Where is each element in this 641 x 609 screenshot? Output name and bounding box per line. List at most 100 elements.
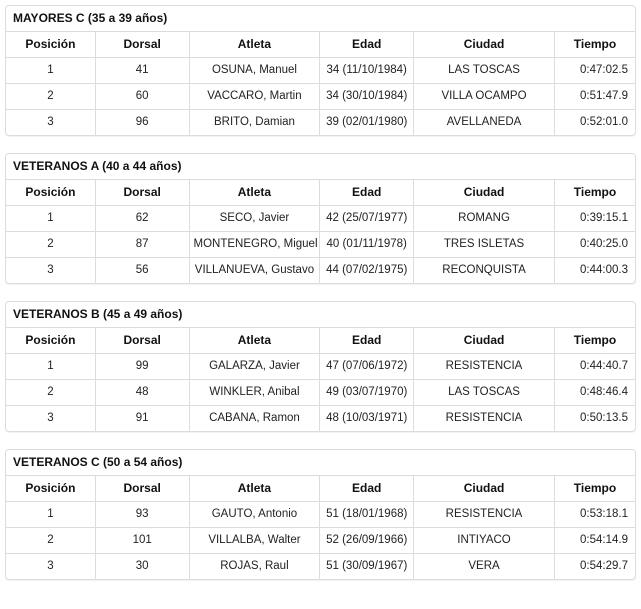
column-header-posicion: Posición xyxy=(6,328,96,354)
table-row: 2 87 MONTENEGRO, Miguel 40 (01/11/1978) … xyxy=(6,231,635,258)
cell-posicion: 1 xyxy=(47,64,54,76)
cell-edad: 51 (30/09/1967) xyxy=(319,553,414,579)
category-panel-mayores-c: MAYORES C (35 a 39 años) Posición Dorsal… xyxy=(5,5,636,136)
table-row: 2 48 WINKLER, Anibal 49 (03/07/1970) LAS… xyxy=(6,379,635,406)
cell-ciudad: RESISTENCIA xyxy=(413,405,555,431)
column-header-edad: Edad xyxy=(319,328,414,354)
cell-atleta: MONTENEGRO, Miguel xyxy=(188,231,320,258)
cell-tiempo: 0:54:29.7 xyxy=(553,553,635,579)
cell-ciudad: LAS TOSCAS xyxy=(413,379,555,406)
cell-tiempo: 0:40:25.0 xyxy=(553,231,635,258)
panel-title: VETERANOS A (40 a 44 años) xyxy=(6,154,635,180)
panel-title: MAYORES C (35 a 39 años) xyxy=(6,6,635,32)
cell-dorsal: 101 xyxy=(94,527,190,554)
cell-posicion: 2 xyxy=(6,379,96,406)
cell-edad: 51 (18/01/1968) xyxy=(319,501,414,528)
cell-tiempo: 0:51:47.9 xyxy=(553,83,635,110)
cell-edad: 52 (26/09/1966) xyxy=(319,527,414,554)
cell-dorsal: 56 xyxy=(94,257,190,283)
panel-title: VETERANOS C (50 a 54 años) xyxy=(6,450,635,476)
cell-atleta: CABANA, Ramon xyxy=(188,405,320,431)
cell-tiempo: 0:47:02.5 xyxy=(553,57,635,84)
cell-posicion: 1 xyxy=(47,508,54,520)
column-header-dorsal: Dorsal xyxy=(94,328,190,354)
header-row: Posición Dorsal Atleta Edad Ciudad Tiemp… xyxy=(6,32,635,58)
column-header-ciudad: Ciudad xyxy=(413,180,555,206)
cell-tiempo: 0:54:14.9 xyxy=(553,527,635,554)
cell-posicion: 3 xyxy=(6,553,96,579)
cell-posicion: 1 xyxy=(47,360,54,372)
cell-tiempo: 0:50:13.5 xyxy=(553,405,635,431)
cell-atleta: BRITO, Damian xyxy=(188,109,320,135)
cell-atleta: GALARZA, Javier xyxy=(188,353,320,380)
cell-atleta: WINKLER, Anibal xyxy=(188,379,320,406)
cell-dorsal: 60 xyxy=(94,83,190,110)
results-table: Posición Dorsal Atleta Edad Ciudad Tiemp… xyxy=(6,180,635,283)
column-header-posicion: Posición xyxy=(6,32,96,58)
cell-atleta: GAUTO, Antonio xyxy=(188,501,320,528)
cell-dorsal: 99 xyxy=(94,353,190,380)
cell-tiempo: 0:53:18.1 xyxy=(553,501,635,528)
cell-atleta: OSUNA, Manuel xyxy=(188,57,320,84)
cell-ciudad: TRES ISLETAS xyxy=(413,231,555,258)
table-row: 2 101 VILLALBA, Walter 52 (26/09/1966) I… xyxy=(6,527,635,554)
cell-atleta: VILLANUEVA, Gustavo xyxy=(188,257,320,283)
cell-atleta: VACCARO, Martin xyxy=(188,83,320,110)
cell-edad: 44 (07/02/1975) xyxy=(319,257,414,283)
table-row: 2 60 VACCARO, Martin 34 (30/10/1984) VIL… xyxy=(6,83,635,110)
cell-dorsal: 62 xyxy=(94,205,190,232)
header-row: Posición Dorsal Atleta Edad Ciudad Tiemp… xyxy=(6,180,635,206)
category-panel-veteranos-a: VETERANOS A (40 a 44 años) Posición Dors… xyxy=(5,153,636,284)
table-row: 1 41 OSUNA, Manuel 34 (11/10/1984) LAS T… xyxy=(6,57,635,84)
cell-posicion: 1 xyxy=(47,212,54,224)
column-header-ciudad: Ciudad xyxy=(413,476,555,502)
cell-edad: 49 (03/07/1970) xyxy=(319,379,414,406)
table-row: 3 56 VILLANUEVA, Gustavo 44 (07/02/1975)… xyxy=(6,257,635,283)
cell-ciudad: LAS TOSCAS xyxy=(413,57,555,84)
cell-posicion: 2 xyxy=(6,527,96,554)
category-panel-veteranos-b: VETERANOS B (45 a 49 años) Posición Dors… xyxy=(5,301,636,432)
cell-posicion: 2 xyxy=(6,231,96,258)
table-row: 1 99 GALARZA, Javier 47 (07/06/1972) RES… xyxy=(6,353,635,380)
table-row: 1 62 SECO, Javier 42 (25/07/1977) ROMANG… xyxy=(6,205,635,232)
cell-atleta: ROJAS, Raul xyxy=(188,553,320,579)
cell-edad: 42 (25/07/1977) xyxy=(319,205,414,232)
column-header-edad: Edad xyxy=(319,476,414,502)
column-header-tiempo: Tiempo xyxy=(553,328,635,354)
column-header-tiempo: Tiempo xyxy=(553,180,635,206)
cell-dorsal: 30 xyxy=(94,553,190,579)
column-header-edad: Edad xyxy=(319,32,414,58)
cell-tiempo: 0:44:40.7 xyxy=(553,353,635,380)
cell-edad: 47 (07/06/1972) xyxy=(319,353,414,380)
category-panel-veteranos-c: VETERANOS C (50 a 54 años) Posición Dors… xyxy=(5,449,636,580)
header-row: Posición Dorsal Atleta Edad Ciudad Tiemp… xyxy=(6,476,635,502)
table-row: 1 93 GAUTO, Antonio 51 (18/01/1968) RESI… xyxy=(6,501,635,528)
results-table: Posición Dorsal Atleta Edad Ciudad Tiemp… xyxy=(6,328,635,431)
cell-tiempo: 0:52:01.0 xyxy=(553,109,635,135)
column-header-dorsal: Dorsal xyxy=(94,180,190,206)
column-header-atleta: Atleta xyxy=(188,32,320,58)
cell-posicion: 3 xyxy=(6,405,96,431)
column-header-atleta: Atleta xyxy=(188,328,320,354)
table-row: 3 30 ROJAS, Raul 51 (30/09/1967) VERA 0:… xyxy=(6,553,635,579)
cell-ciudad: RECONQUISTA xyxy=(413,257,555,283)
table-row: 3 96 BRITO, Damian 39 (02/01/1980) AVELL… xyxy=(6,109,635,135)
cell-tiempo: 0:44:00.3 xyxy=(553,257,635,283)
cell-ciudad: VERA xyxy=(413,553,555,579)
cell-tiempo: 0:48:46.4 xyxy=(553,379,635,406)
cell-ciudad: RESISTENCIA xyxy=(413,501,555,528)
cell-edad: 34 (11/10/1984) xyxy=(319,57,414,84)
cell-ciudad: INTIYACO xyxy=(413,527,555,554)
cell-dorsal: 48 xyxy=(94,379,190,406)
column-header-dorsal: Dorsal xyxy=(94,32,190,58)
results-table: Posición Dorsal Atleta Edad Ciudad Tiemp… xyxy=(6,32,635,135)
cell-dorsal: 87 xyxy=(94,231,190,258)
cell-ciudad: AVELLANEDA xyxy=(413,109,555,135)
cell-ciudad: ROMANG xyxy=(413,205,555,232)
table-row: 3 91 CABANA, Ramon 48 (10/03/1971) RESIS… xyxy=(6,405,635,431)
column-header-ciudad: Ciudad xyxy=(413,32,555,58)
cell-atleta: VILLALBA, Walter xyxy=(188,527,320,554)
cell-dorsal: 93 xyxy=(94,501,190,528)
cell-posicion: 3 xyxy=(6,109,96,135)
